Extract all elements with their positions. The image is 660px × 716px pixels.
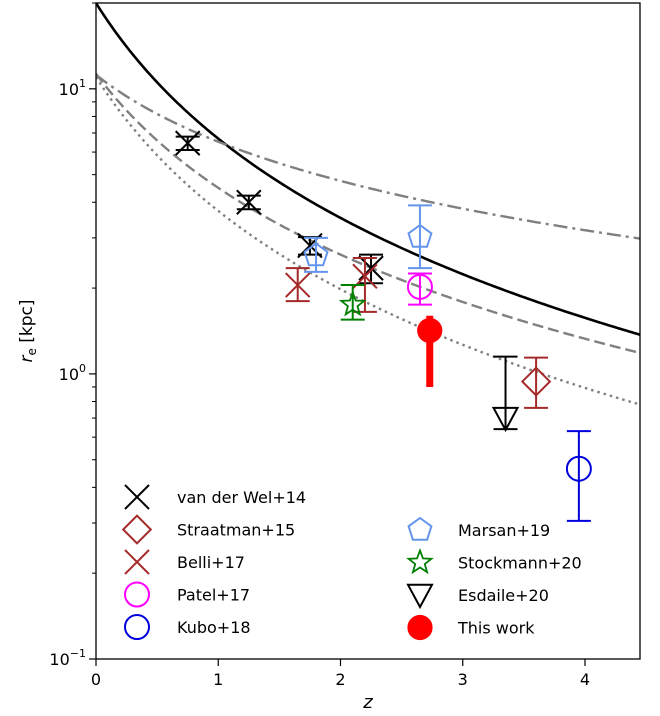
x-tick-label: 3 [458, 670, 468, 689]
legend-item: Straatman+15 [121, 514, 295, 545]
legend-marker [124, 549, 150, 575]
legend-label: van der Wel+14 [177, 488, 306, 507]
marker [285, 272, 311, 298]
legend-item: Patel+17 [124, 581, 250, 608]
point-straatman-15 [520, 356, 552, 409]
legend-marker [406, 583, 434, 610]
legend-label: Stockmann+20 [458, 554, 582, 573]
y-tick-label: 100 [59, 362, 86, 384]
legend-label: Esdaile+20 [458, 586, 549, 605]
legend-marker [124, 484, 150, 510]
marker [358, 255, 384, 281]
point-marsan-19 [407, 204, 433, 270]
point-marsan-19 [303, 236, 329, 273]
marker [338, 290, 367, 317]
marker [520, 366, 552, 397]
point-van-der-wel-14 [236, 189, 262, 215]
x-tick-label: 1 [213, 670, 223, 689]
marker [417, 317, 443, 344]
legend-marker [124, 614, 150, 640]
marker [491, 406, 520, 433]
marker [303, 242, 329, 267]
legend-item: This work [407, 614, 535, 641]
legend-marker [407, 614, 433, 641]
legend-marker [406, 547, 434, 575]
marker [407, 223, 433, 248]
legend-item: Stockmann+20 [406, 547, 582, 575]
y-tick-label: 10−1 [49, 647, 86, 669]
point-belli-17 [285, 267, 311, 303]
plot-frame [95, 2, 641, 660]
y-axis: 10−1 100 101 [49, 2, 96, 669]
point-esdaile-20 [491, 355, 520, 433]
legend-item: Belli+17 [124, 549, 245, 575]
data-points [174, 130, 592, 522]
x-axis: 0 1 2 3 4 [91, 659, 590, 689]
marker [174, 130, 201, 156]
legend-label: Patel+17 [177, 586, 250, 605]
legend-item: van der Wel+14 [124, 484, 306, 510]
marker [406, 273, 433, 300]
legend-marker [407, 516, 433, 541]
point-patel-17 [406, 272, 433, 306]
legend-label: This work [457, 619, 535, 638]
legend-item: Kubo+18 [124, 614, 251, 640]
point-this-work [417, 315, 443, 387]
y-axis-label: re [kpc] [17, 299, 39, 362]
curve-solid [96, 3, 640, 336]
x-tick-label: 2 [335, 670, 345, 689]
legend-label: Marsan+19 [458, 521, 550, 540]
legend-label: Kubo+18 [177, 618, 251, 637]
marker [236, 189, 262, 215]
y-tick-label: 101 [59, 77, 86, 99]
point-van-der-wel-14 [174, 130, 201, 156]
x-tick-label: 0 [91, 670, 101, 689]
model-curves [96, 3, 640, 406]
x-axis-label: z [362, 692, 373, 713]
legend-item: Esdaile+20 [406, 583, 549, 610]
legend: van der Wel+14 Straatman+15 Belli+17 Patel+… [121, 484, 582, 641]
legend-item: Marsan+19 [407, 516, 550, 541]
legend-marker [124, 581, 150, 608]
point-kubo-18 [565, 430, 592, 522]
curve-dotted [96, 76, 640, 406]
x-tick-label: 4 [580, 670, 590, 689]
legend-label: Belli+17 [177, 553, 245, 572]
legend-label: Straatman+15 [177, 521, 295, 540]
point-stockmann-20 [338, 284, 367, 321]
marker [565, 455, 592, 482]
curve-dashed [96, 72, 640, 355]
legend-marker [121, 514, 153, 545]
